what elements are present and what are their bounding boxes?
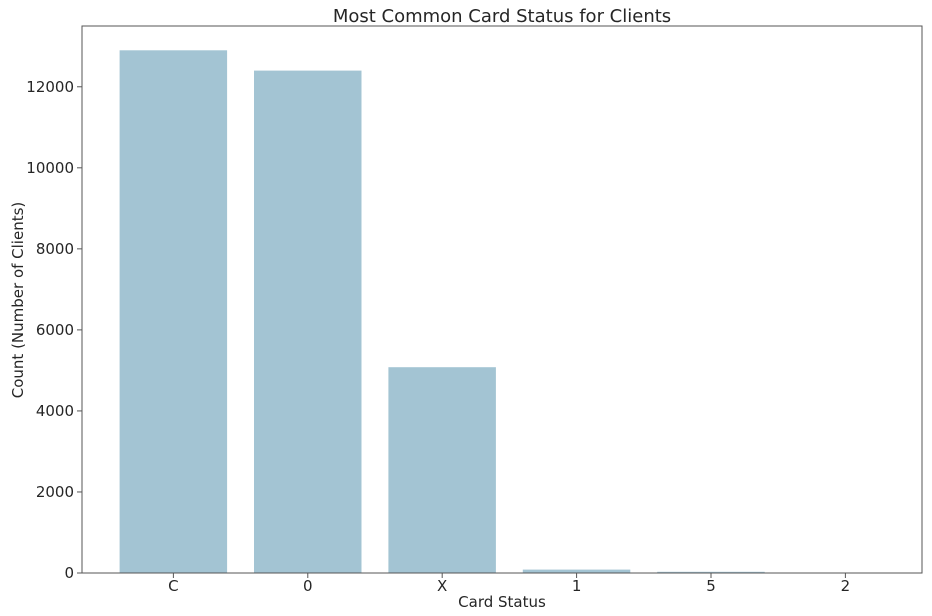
y-tick-label-2000: 2000 — [36, 483, 74, 501]
chart-title: Most Common Card Status for Clients — [333, 6, 671, 27]
y-tick-label-6000: 6000 — [36, 321, 74, 339]
x-tick-label-2: 2 — [841, 577, 851, 595]
x-tick-label-X: X — [437, 577, 447, 595]
y-tick-label-12000: 12000 — [26, 78, 74, 96]
x-axis-label: Card Status — [458, 593, 546, 611]
y-tick-label-4000: 4000 — [36, 402, 74, 420]
bar-X — [388, 367, 496, 573]
bars-layer — [120, 50, 900, 573]
y-axis-label: Count (Number of Clients) — [9, 202, 27, 399]
x-tick-label-5: 5 — [706, 577, 716, 595]
bar-1 — [523, 570, 631, 573]
bar-0 — [254, 71, 362, 573]
y-tick-label-8000: 8000 — [36, 240, 74, 258]
x-tick-label-C: C — [168, 577, 178, 595]
bar-C — [120, 50, 228, 573]
x-tick-label-0: 0 — [303, 577, 313, 595]
x-tick-label-1: 1 — [572, 577, 582, 595]
y-tick-label-0: 0 — [64, 564, 74, 582]
y-tick-label-10000: 10000 — [26, 159, 74, 177]
